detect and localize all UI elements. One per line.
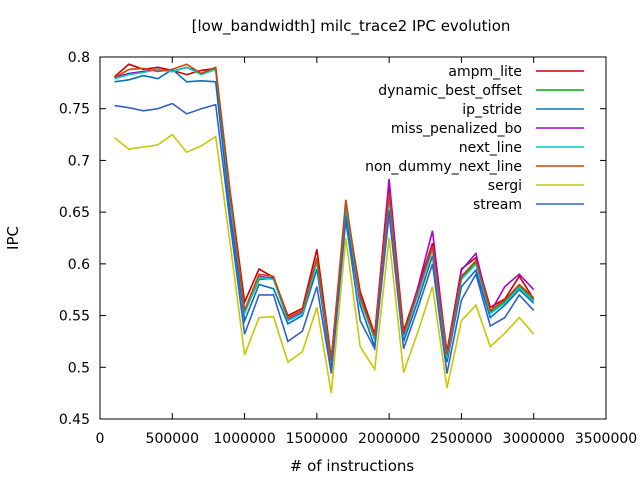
x-tick-label: 1500000 — [286, 431, 348, 447]
y-tick-label: 0.6 — [68, 257, 90, 273]
series-line-stream — [114, 102, 535, 374]
x-tick-label: 1000000 — [213, 431, 275, 447]
x-tick-label: 3500000 — [575, 431, 637, 447]
x-tick-label: 3000000 — [503, 431, 565, 447]
series-lines — [113, 63, 535, 394]
y-tick-label: 0.65 — [59, 205, 90, 221]
legend-label-miss-penalized-bo: miss_penalized_bo — [391, 121, 522, 137]
y-tick-label: 0.45 — [59, 412, 90, 428]
series-line-ip-stride — [114, 68, 535, 368]
legend: ampm_lite dynamic_best_offset ip_stridemis… — [365, 64, 584, 213]
series-line-sergi — [114, 133, 535, 394]
legend-label-next-line: next_line — [459, 140, 522, 156]
y-tick-label: 0.75 — [59, 102, 90, 118]
y-tick-label: 0.5 — [68, 360, 90, 376]
y-tick-label: 0.7 — [68, 153, 90, 169]
plot-frame — [99, 56, 607, 420]
legend-label-ip-stride: ip_stride — [462, 102, 522, 118]
x-tick-label: 500000 — [146, 431, 199, 447]
legend-label-sergi: sergi — [488, 178, 522, 194]
x-tick-label: 2500000 — [430, 431, 492, 447]
x-tick-label: 0 — [96, 431, 105, 447]
legend-label-ampm-lite: ampm_lite — [448, 64, 522, 80]
x-axis-label: # of instructions — [290, 457, 415, 475]
legend-label-stream: stream — [473, 197, 522, 213]
legend-label-dynamic-best-offset: dynamic_best_offset — [378, 83, 522, 99]
x-tick-label: 2000000 — [358, 431, 420, 447]
y-tick-label: 0.55 — [59, 309, 90, 325]
axis-ticks: 0 500000 1000000 1500000 2000000 2500000 30000… — [59, 50, 637, 447]
y-axis-label: IPC — [4, 226, 22, 250]
chart-title: [low_bandwidth] milc_trace2 IPC evolutio… — [192, 17, 511, 36]
y-tick-label: 0.8 — [68, 50, 90, 66]
legend-label-non-dummy-next-line: non_dummy_next_line — [365, 159, 522, 175]
series-line-non-dummy-next-line — [114, 63, 535, 362]
